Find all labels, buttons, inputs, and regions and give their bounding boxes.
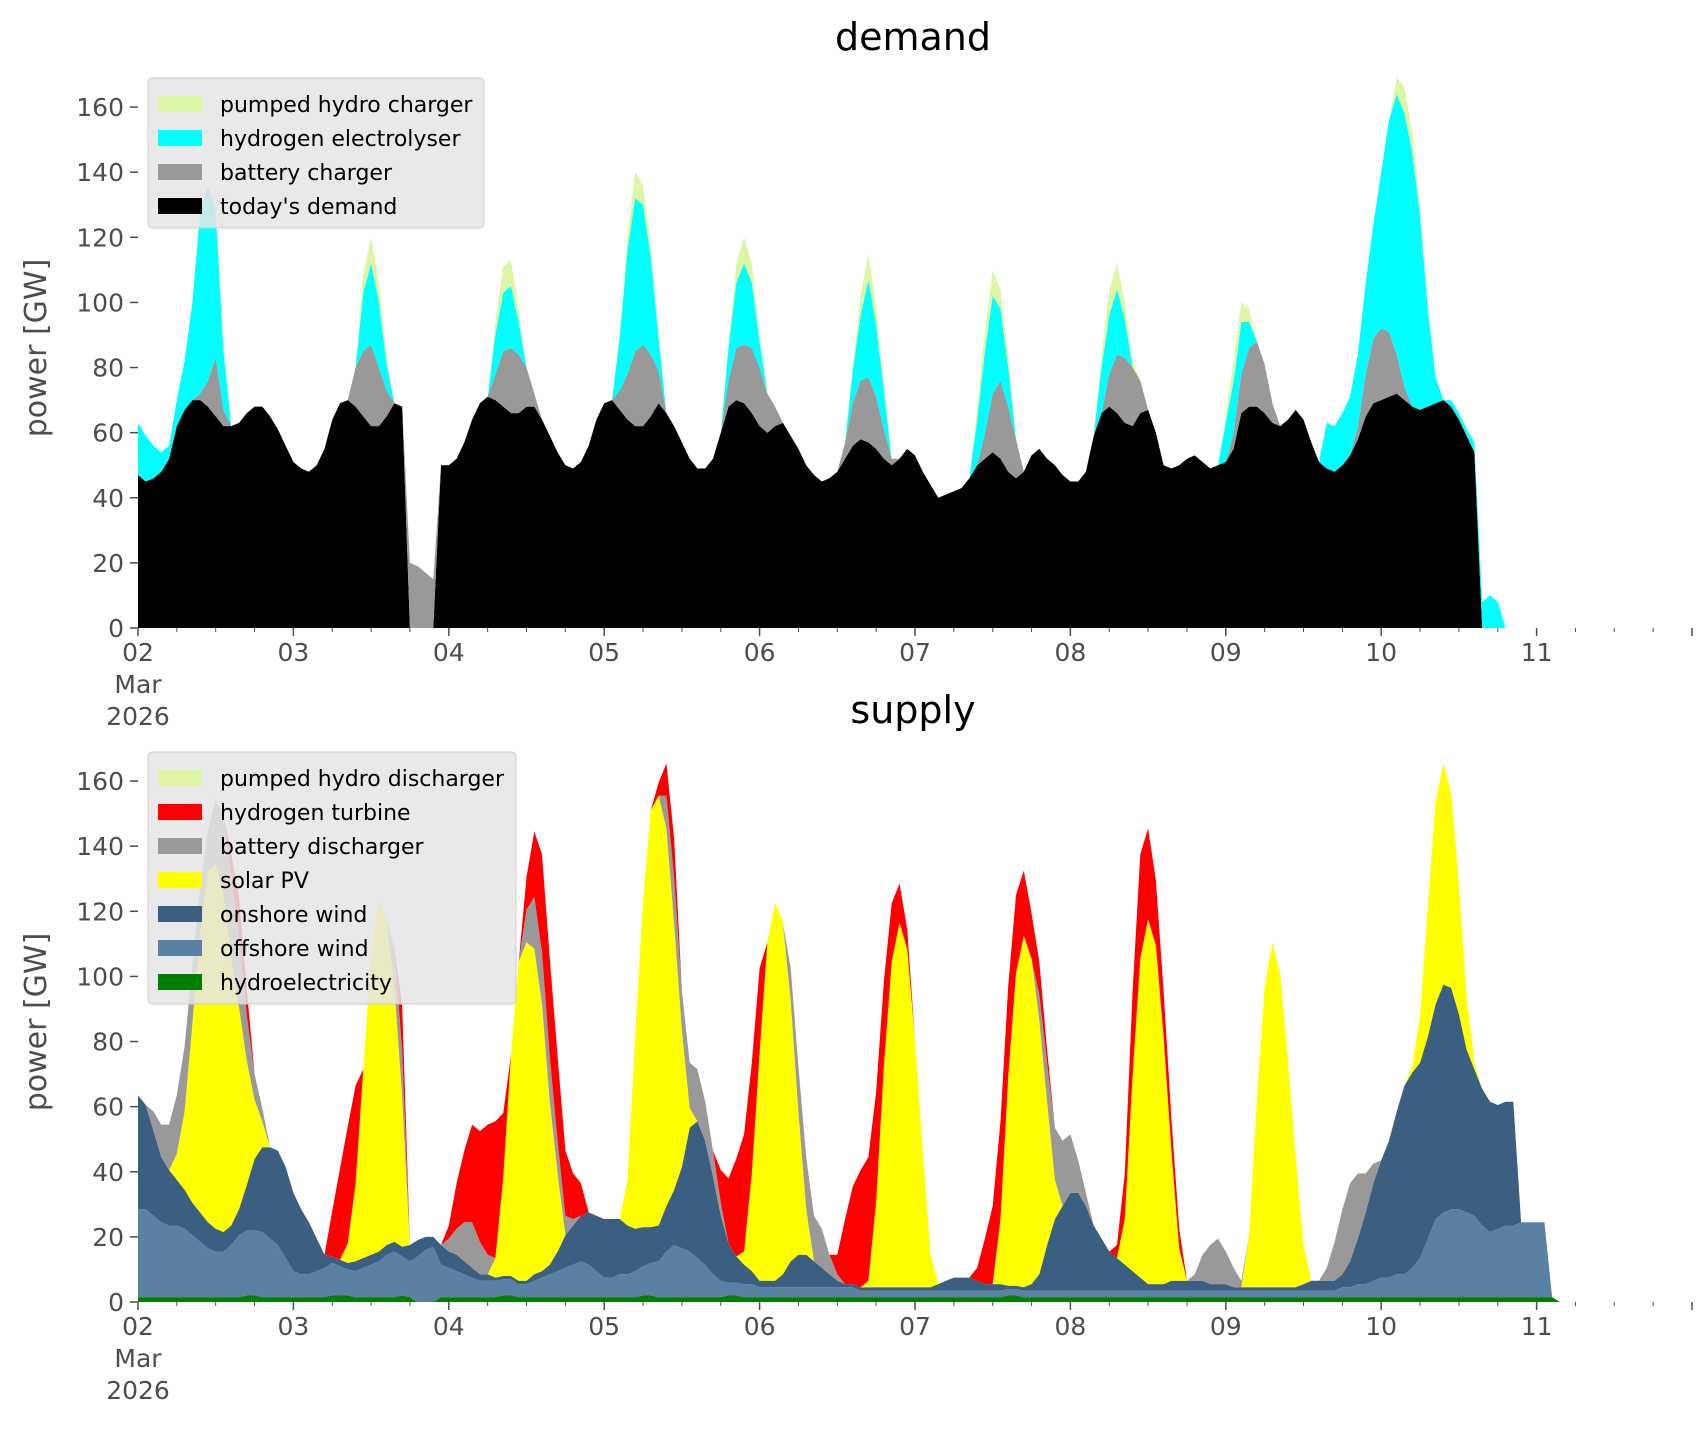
x-tick-label: 08 — [1054, 638, 1086, 667]
legend-swatch — [158, 804, 202, 820]
legend-swatch — [158, 906, 202, 922]
legend-label: onshore wind — [220, 903, 367, 928]
y-tick-label: 0 — [108, 614, 124, 643]
x-tick-label: 09 — [1210, 638, 1242, 667]
x-tick-label: 05 — [588, 638, 620, 667]
y-tick-label: 120 — [76, 897, 124, 926]
y-tick-label: 80 — [92, 354, 124, 383]
x-tick-label: 03 — [277, 638, 309, 667]
legend-swatch — [158, 872, 202, 888]
demand-panel: demand power [GW] 020406080100120140160 … — [19, 15, 1693, 731]
y-tick-label: 100 — [76, 288, 124, 317]
x-tick-label: 02 Mar 2026 — [106, 638, 170, 731]
supply-panel: supply power [GW] 020406080100120140160 … — [19, 688, 1693, 1405]
supply-x-ticks: 02 Mar 2026 03 04 05 06 07 08 09 10 11 — [106, 1302, 1693, 1405]
legend-swatch — [158, 770, 202, 786]
x-tick-label: 03 — [277, 1312, 309, 1341]
legend-label: battery charger — [220, 161, 393, 186]
supply-legend: pumped hydro discharger hydrogen turbine b… — [147, 751, 517, 1005]
legend-label: today's demand — [220, 195, 397, 220]
x-tick-label: 11 — [1521, 638, 1553, 667]
x-tick-label: 11 — [1521, 1312, 1553, 1341]
y-tick-label: 0 — [108, 1288, 124, 1317]
x-tick-label: 10 — [1365, 638, 1397, 667]
legend-label: hydrogen turbine — [220, 801, 411, 826]
legend-swatch — [158, 96, 202, 112]
supply-y-ticks: 0 20 40 60 80 100 120 140 160 — [76, 767, 138, 1317]
y-tick-label: 20 — [92, 549, 124, 578]
y-tick-label: 40 — [92, 484, 124, 513]
x-tick-label: 10 — [1365, 1312, 1397, 1341]
legend-box — [147, 77, 485, 229]
y-tick-label: 140 — [76, 832, 124, 861]
x-tick-label: 07 — [899, 638, 931, 667]
area-onshore-wind — [138, 984, 1692, 1302]
supply-title: supply — [850, 688, 975, 732]
area-hydroelectricity — [138, 1295, 1692, 1302]
x-tick-label: 09 — [1210, 1312, 1242, 1341]
x-tick-label: 04 — [433, 1312, 465, 1341]
supply-ylabel: power [GW] — [19, 933, 54, 1112]
demand-x-ticks: 02 Mar 2026 03 04 05 06 07 08 09 10 11 — [106, 628, 1693, 731]
area-today-s-demand — [138, 393, 1692, 628]
legend-label: hydroelectricity — [220, 971, 392, 996]
y-tick-label: 100 — [76, 962, 124, 991]
y-tick-label: 160 — [76, 93, 124, 122]
legend-label: hydrogen electrolyser — [220, 127, 461, 152]
legend-swatch — [158, 940, 202, 956]
y-tick-label: 80 — [92, 1028, 124, 1057]
y-tick-label: 20 — [92, 1223, 124, 1252]
legend-label: pumped hydro discharger — [220, 767, 505, 792]
y-tick-label: 160 — [76, 767, 124, 796]
legend-label: solar PV — [220, 869, 309, 894]
area-hydrogen-turbine — [138, 763, 1692, 1302]
x-tick-label: 05 — [588, 1312, 620, 1341]
y-tick-label: 60 — [92, 1093, 124, 1122]
legend-swatch — [158, 838, 202, 854]
legend-swatch — [158, 198, 202, 214]
x-tick-label: 02 Mar 2026 — [106, 1312, 170, 1405]
y-tick-label: 140 — [76, 158, 124, 187]
x-tick-label: 06 — [744, 638, 776, 667]
legend-label: battery discharger — [220, 835, 425, 860]
x-tick-label: 07 — [899, 1312, 931, 1341]
legend-label: offshore wind — [220, 937, 369, 962]
area-offshore-wind — [138, 1209, 1692, 1302]
supply-area-layers — [138, 763, 1692, 1302]
y-tick-label: 120 — [76, 223, 124, 252]
demand-title: demand — [835, 15, 991, 59]
legend-swatch — [158, 130, 202, 146]
area-solar-pv — [138, 763, 1692, 1302]
x-tick-label: 06 — [744, 1312, 776, 1341]
x-tick-label: 08 — [1054, 1312, 1086, 1341]
legend-swatch — [158, 164, 202, 180]
y-tick-label: 40 — [92, 1158, 124, 1187]
y-tick-label: 60 — [92, 419, 124, 448]
demand-legend: pumped hydro charger hydrogen electrolyse… — [147, 77, 485, 229]
area-battery-charger — [138, 328, 1692, 628]
legend-label: pumped hydro charger — [220, 93, 473, 118]
demand-area-layers — [138, 77, 1692, 629]
demand-ylabel: power [GW] — [19, 259, 54, 438]
x-tick-label: 04 — [433, 638, 465, 667]
legend-swatch — [158, 974, 202, 990]
demand-y-ticks: 0 20 40 60 80 100 120 140 160 — [76, 93, 138, 643]
legend-box — [147, 751, 517, 1005]
